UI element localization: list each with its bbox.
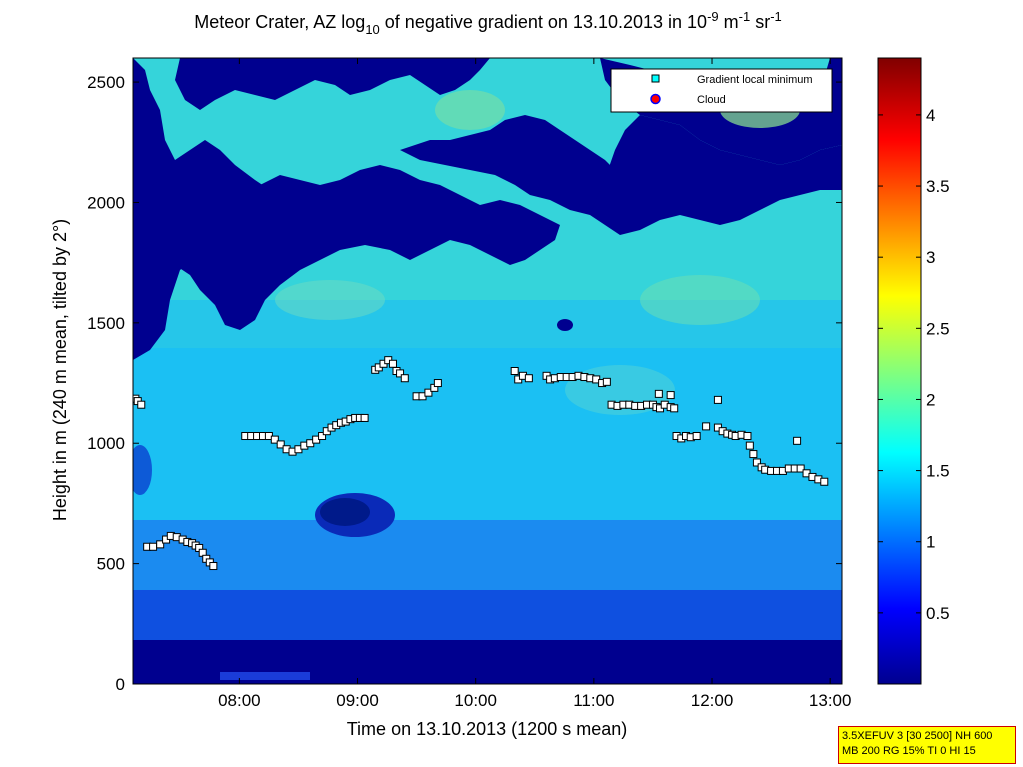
colorbar-tick-label: 4 <box>926 106 935 125</box>
x-tick-label: 13:00 <box>809 691 852 710</box>
gradient-minimum-point <box>400 374 409 383</box>
legend-box <box>610 68 833 113</box>
y-tick-label: 2500 <box>87 73 125 92</box>
legend-label-cloud: Cloud <box>697 94 726 106</box>
gradient-minimum-point <box>793 436 802 445</box>
gradient-minimum-point <box>433 379 442 388</box>
gradient-minimum-point <box>396 369 405 378</box>
light-patch-3 <box>640 275 760 325</box>
gradient-minimum-point <box>602 377 611 386</box>
gradient-minimum-point <box>796 464 805 473</box>
x-tick-label: 12:00 <box>691 691 734 710</box>
heatmap-bottom-strip <box>220 672 310 680</box>
y-tick-label: 1000 <box>87 434 125 453</box>
y-axis: 0 500 1000 1500 2000 2500 <box>87 73 842 694</box>
colorbar-tick-label: 2.5 <box>926 319 950 338</box>
colorbar-tick-label: 3 <box>926 248 935 267</box>
dark-blob-small <box>557 319 573 331</box>
colorbar-tick-label: 3.5 <box>926 177 950 196</box>
plot-frame <box>132 57 843 685</box>
gradient-minimum-point <box>713 395 722 404</box>
gradient-minimum-point <box>424 388 433 397</box>
y-axis-label: Height in m (240 m mean, tilted by 2°) <box>50 219 70 521</box>
x-tick-label: 10:00 <box>454 691 497 710</box>
gradient-minimum-point <box>360 413 369 422</box>
gradient-minimum-point <box>510 367 519 375</box>
gradient-minimum-point <box>276 440 285 449</box>
light-patch-4 <box>275 280 385 320</box>
gradient-minimum-markers <box>133 356 829 571</box>
gradient-minimum-point <box>270 435 279 444</box>
gradient-minimum-point <box>749 450 758 459</box>
legend: Gradient local minimum Cloud <box>610 68 833 113</box>
gradient-minimum-point <box>670 404 679 413</box>
heatmap-mid-band <box>133 300 842 520</box>
gradient-minimum-point <box>654 389 663 398</box>
parameter-info-box: 3.5XEFUV 3 [30 2500] NH 600 MB 200 RG 15… <box>838 726 1016 764</box>
gradient-minimum-point <box>820 477 829 486</box>
gradient-minimum-point <box>318 432 327 441</box>
dark-blob-left-low <box>133 445 152 495</box>
x-tick-label: 08:00 <box>218 691 261 710</box>
legend-marker-circle <box>650 93 661 105</box>
gradient-minimum-point <box>137 400 146 409</box>
y-tick-label: 1500 <box>87 314 125 333</box>
gradient-minimum-point <box>524 374 533 383</box>
dark-region-right-lower <box>590 115 842 235</box>
gradient-minimum-point <box>149 542 158 551</box>
light-patch-2 <box>435 90 505 130</box>
info-line-2: MB 200 RG 15% TI 0 HI 15 <box>842 745 976 757</box>
colorbar-tick-label: 1.5 <box>926 462 950 481</box>
colorbar-tick-label: 0.5 <box>926 604 950 623</box>
gradient-minimum-point <box>209 562 218 571</box>
y-tick-label: 2000 <box>87 193 125 212</box>
colorbar-gradient <box>877 57 922 685</box>
heatmap-lower-band-2 <box>133 590 842 640</box>
colorbar-tick-label: 1 <box>926 533 935 552</box>
gradient-minimum-point <box>388 359 397 368</box>
x-axis: 08:00 09:00 10:00 11:00 12:00 13:00 <box>218 58 851 710</box>
gradient-minimum-point <box>743 432 752 441</box>
x-tick-label: 11:00 <box>573 691 614 710</box>
dark-region-center <box>400 115 625 215</box>
dark-region-top <box>175 58 490 110</box>
chart-title: Meteor Crater, AZ log10 of negative grad… <box>194 9 782 37</box>
colorbar: 0.5 1 1.5 2 2.5 3 3.5 4 <box>877 57 950 685</box>
legend-label-gradient-minimum: Gradient local minimum <box>697 74 813 86</box>
gradient-minimum-point <box>702 422 711 431</box>
colorbar-ticks: 0.5 1 1.5 2 2.5 3 3.5 4 <box>878 106 950 623</box>
gradient-minimum-point <box>666 391 675 400</box>
y-tick-label: 0 <box>116 675 125 694</box>
legend-marker-square <box>651 74 660 83</box>
heatmap-field <box>133 58 842 684</box>
x-tick-label: 09:00 <box>336 691 379 710</box>
dark-region-band <box>133 165 560 330</box>
gradient-minimum-point <box>156 540 165 549</box>
gradient-minimum-point <box>692 432 701 441</box>
dark-blob-low-core <box>320 498 370 526</box>
y-tick-label: 500 <box>97 555 125 574</box>
gradient-minimum-point <box>745 441 754 450</box>
colorbar-tick-label: 2 <box>926 390 935 409</box>
x-axis-label: Time on 13.10.2013 (1200 s mean) <box>347 719 628 739</box>
gradient-minimum-point <box>752 458 761 467</box>
info-line-1: 3.5XEFUV 3 [30 2500] NH 600 <box>842 730 993 742</box>
